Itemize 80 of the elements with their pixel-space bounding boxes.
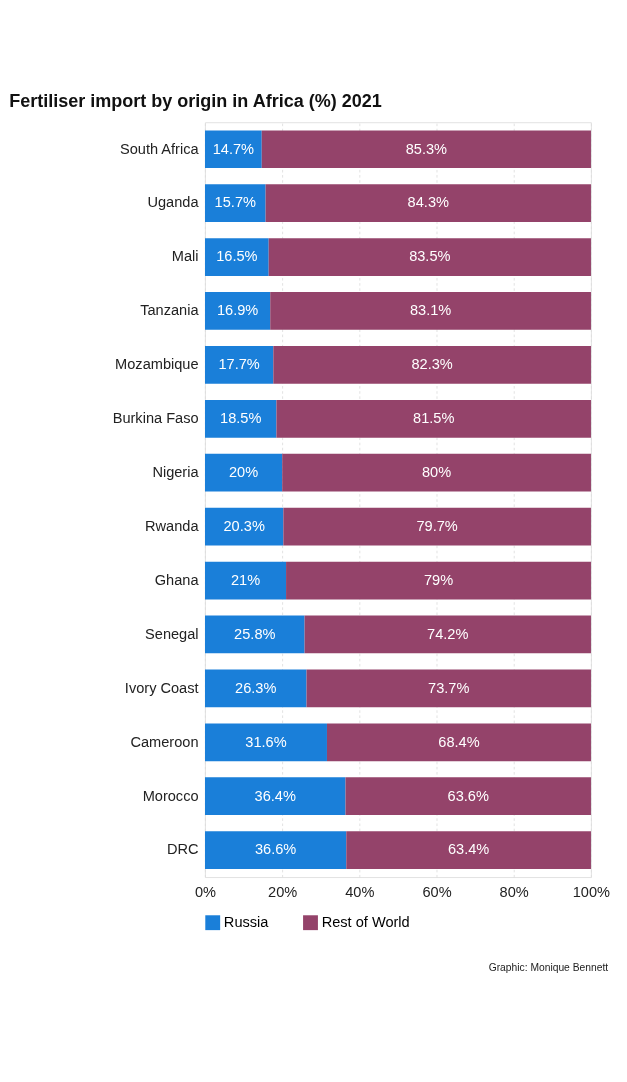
y-tick-label: Mali: [171, 248, 199, 265]
data-label: 26.3%: [235, 679, 277, 696]
data-label: 83.5%: [409, 248, 451, 265]
bar: [345, 777, 591, 816]
bar: [282, 453, 591, 492]
data-label: 63.6%: [447, 787, 489, 804]
y-tick-label: Ivory Coast: [124, 679, 199, 696]
data-label: 36.6%: [254, 841, 297, 858]
data-label: 17.7%: [218, 356, 260, 373]
data-label: 20%: [229, 464, 259, 481]
data-label: 80%: [421, 464, 452, 481]
x-tick-label: 0%: [194, 884, 216, 901]
data-label: 20.3%: [223, 517, 265, 534]
bar: [205, 399, 277, 438]
bar: [205, 831, 347, 870]
bar: [205, 777, 346, 816]
x-tick-label: 40%: [345, 884, 375, 901]
bar: [270, 292, 591, 330]
data-label: 73.7%: [428, 679, 470, 696]
bar: [286, 561, 591, 600]
data-label: 21%: [230, 571, 261, 588]
bar: [205, 453, 283, 492]
data-label: 85.3%: [405, 140, 448, 157]
x-tick-label: 80%: [499, 884, 529, 901]
legend-label: Russia: [223, 913, 270, 930]
bar: [268, 238, 591, 276]
bar: [261, 130, 591, 169]
y-tick-label: Uganda: [147, 194, 200, 211]
data-label: 74.2%: [427, 625, 469, 642]
data-label: 31.6%: [245, 733, 287, 750]
data-label: 15.7%: [214, 194, 256, 211]
bar: [205, 723, 327, 762]
y-tick-label: Morocco: [142, 787, 199, 804]
data-label: 16.5%: [216, 248, 258, 265]
y-tick-label: Senegal: [145, 625, 199, 642]
data-label: 81.5%: [413, 410, 455, 427]
y-tick-label: Mozambique: [115, 356, 199, 373]
legend-label: Rest of World: [321, 913, 410, 930]
x-tick-label: 100%: [572, 884, 611, 901]
bar: [205, 615, 305, 654]
bar: [205, 184, 266, 223]
x-tick-label: 20%: [268, 884, 298, 901]
chart-title: Fertiliser import by origin in Africa (%) 2021: [9, 90, 382, 111]
bar: [265, 184, 591, 223]
text: Graphic: Monique Bennett: [488, 961, 609, 973]
bar: [205, 130, 262, 169]
y-tick-label: DRC: [166, 841, 199, 858]
bar: [273, 346, 591, 384]
data-label: 68.4%: [438, 733, 480, 750]
bar: [205, 561, 287, 600]
data-label: 18.5%: [220, 410, 262, 427]
bar: [346, 831, 591, 870]
data-label: 84.3%: [407, 194, 449, 211]
y-tick-label: Rwanda: [145, 517, 200, 534]
bar: [304, 615, 591, 654]
bar: [276, 399, 591, 438]
bar: [205, 346, 274, 384]
data-label: 14.7%: [212, 140, 255, 157]
data-label: 16.9%: [216, 302, 259, 319]
bar: [205, 238, 269, 276]
y-tick-label: South Africa: [119, 140, 200, 157]
data-label: 36.4%: [254, 787, 296, 804]
y-tick-label: Burkina Faso: [112, 410, 199, 427]
data-label: 83.1%: [409, 302, 452, 319]
data-label: 79%: [423, 571, 454, 588]
y-tick-label: Cameroon: [130, 733, 199, 750]
data-label: 79.7%: [416, 517, 458, 534]
bar: [283, 507, 591, 546]
data-label: 25.8%: [234, 625, 276, 642]
data-label: 82.3%: [411, 356, 453, 373]
y-tick-label: Ghana: [154, 571, 200, 588]
bar: [306, 669, 591, 708]
y-tick-label: Tanzania: [140, 302, 200, 319]
x-tick-label: 60%: [422, 884, 452, 901]
y-tick-label: Nigeria: [152, 464, 200, 481]
data-label: 63.4%: [447, 841, 490, 858]
bar: [205, 507, 284, 546]
bar: [326, 723, 591, 762]
bar: [205, 669, 307, 708]
bar: [205, 292, 271, 330]
